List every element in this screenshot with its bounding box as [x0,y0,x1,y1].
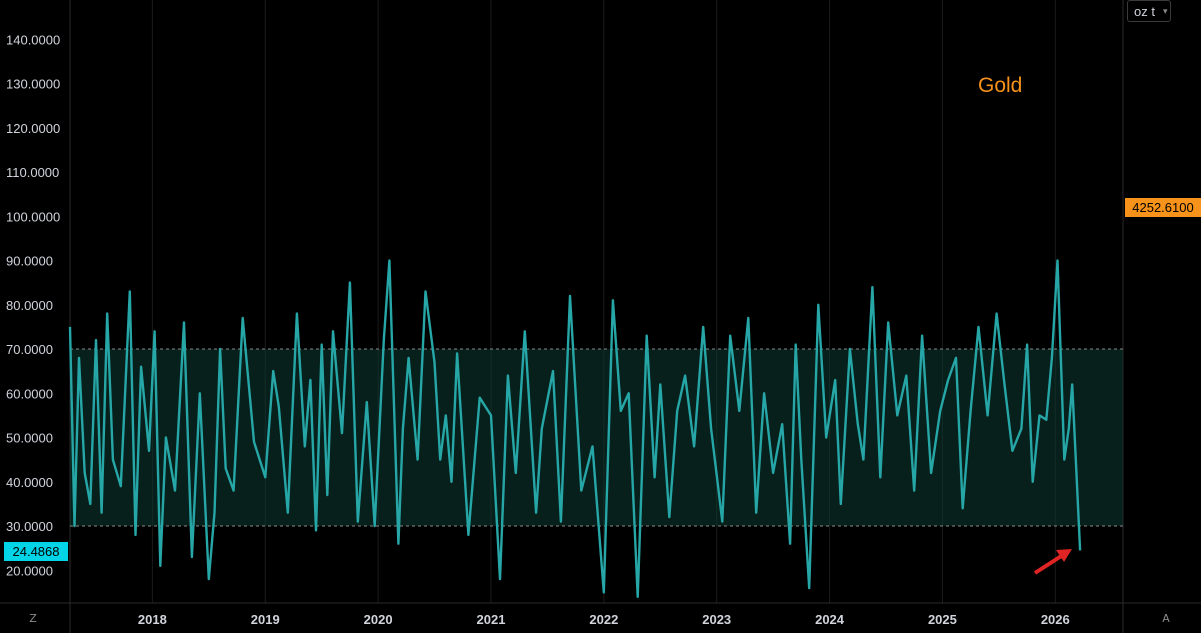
x-axis: 2018 2019 2020 2021 2022 2023 2024 2025 2026 [138,612,1070,627]
left-tick-label: 30.0000 [6,519,53,534]
left-tick-label: 100.0000 [6,209,60,224]
left-tick-label: 140.0000 [6,32,60,47]
left-tick-label: 130.0000 [6,77,60,92]
left-tick-label: 80.0000 [6,298,53,313]
z-button[interactable]: Z [29,611,37,625]
x-tick-label: 2020 [364,612,393,627]
x-tick-label: 2023 [702,612,731,627]
last-price-badge: 4252.6100 [1125,198,1201,217]
left-tick-label: 120.0000 [6,121,60,136]
auto-scale-button[interactable]: A [1162,611,1170,625]
x-tick-label: 2025 [928,612,957,627]
series-line-oscillator [68,259,1082,598]
left-axis: 140.0000 130.0000 120.0000 110.0000 100.0000… [6,32,60,578]
series-label-gold: Gold [978,74,1023,97]
left-tick-label: 40.0000 [6,475,53,490]
unit-selector[interactable]: oz t ▾ [1127,0,1171,22]
chevron-down-icon: ▾ [1162,5,1168,16]
left-tick-label: 70.0000 [6,342,53,357]
x-tick-label: 2026 [1041,612,1070,627]
left-tick-label: 90.0000 [6,254,53,269]
left-tick-label: 60.0000 [6,386,53,401]
x-tick-label: 2019 [251,612,280,627]
left-tick-label: 110.0000 [6,165,59,180]
x-tick-label: 2021 [477,612,506,627]
unit-label: oz t [1134,3,1155,19]
left-tick-label: 50.0000 [6,431,53,446]
red-arrow-icon [1033,549,1072,575]
x-tick-label: 2018 [138,612,167,627]
x-tick-label: 2022 [589,612,618,627]
series-layer [68,259,1082,598]
left-tick-label: 20.0000 [6,563,53,578]
last-value-badge: 24.4868 [4,542,68,561]
x-tick-label: 2024 [815,612,845,627]
